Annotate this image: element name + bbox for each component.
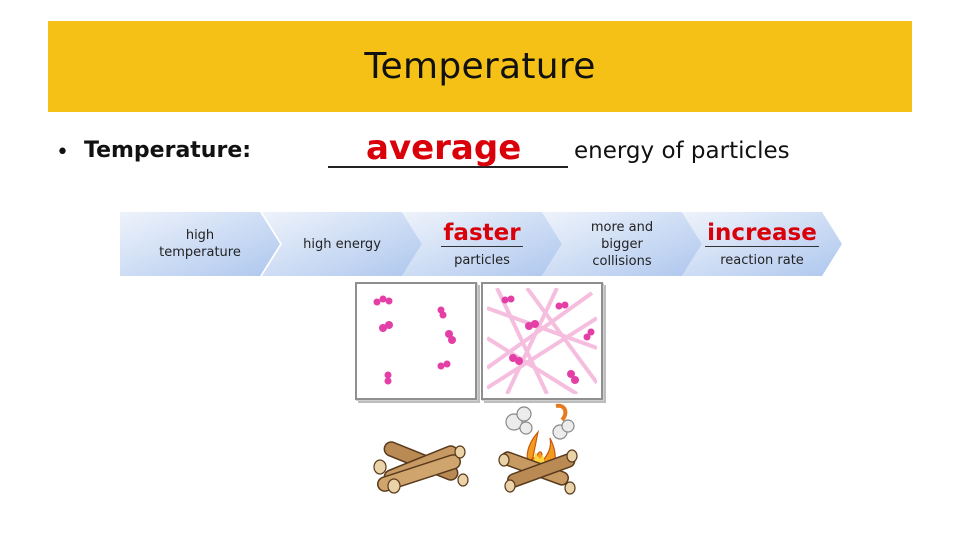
flow-step-high-energy: high energy [262,212,422,276]
particles-icon [373,295,456,385]
bullet-tail-text: energy of particles [574,138,790,164]
definition-bullet: • Temperature: average energy of particl… [56,128,936,178]
page-title: Temperature [364,46,596,87]
blank-answer: average [366,128,522,168]
flow-step-label: reaction rate [720,253,804,268]
chevron-arrow-shape [402,212,562,276]
chevron-arrow-shape [262,212,422,276]
chevron-arrow-shape [120,212,280,276]
flow-step-collisions: more and bigger collisions [542,212,702,276]
fast-particles-diagram [481,282,603,400]
bullet-marker: • [56,140,69,165]
flow-step-label: bigger [601,236,643,252]
flow-step-label: particles [454,253,510,268]
slow-particles-diagram [355,282,477,400]
particles-icon [487,288,597,394]
fill-in-blank-line [328,166,568,168]
flow-step-label: high [185,228,215,243]
flow-step-label: collisions [592,253,652,269]
chevron-arrow-shape [682,212,842,276]
bullet-label: Temperature: [84,138,252,163]
unlit-logs-icon [368,436,474,496]
blank-answer: increase [705,220,819,247]
chevron-arrow-shape [542,212,702,276]
title-bar: Temperature [48,21,912,112]
flow-step-label: high energy [303,236,381,252]
flow-step-high-temperature: high temperature [120,212,280,276]
flow-step-reaction-rate: increase reaction rate [682,212,842,276]
flow-step-label: more and [590,219,654,235]
flow-step-label: temperature [159,245,241,260]
flow-step-faster-particles: faster particles [402,212,562,276]
blank-answer: faster [441,220,523,247]
campfire-icon [496,402,580,496]
